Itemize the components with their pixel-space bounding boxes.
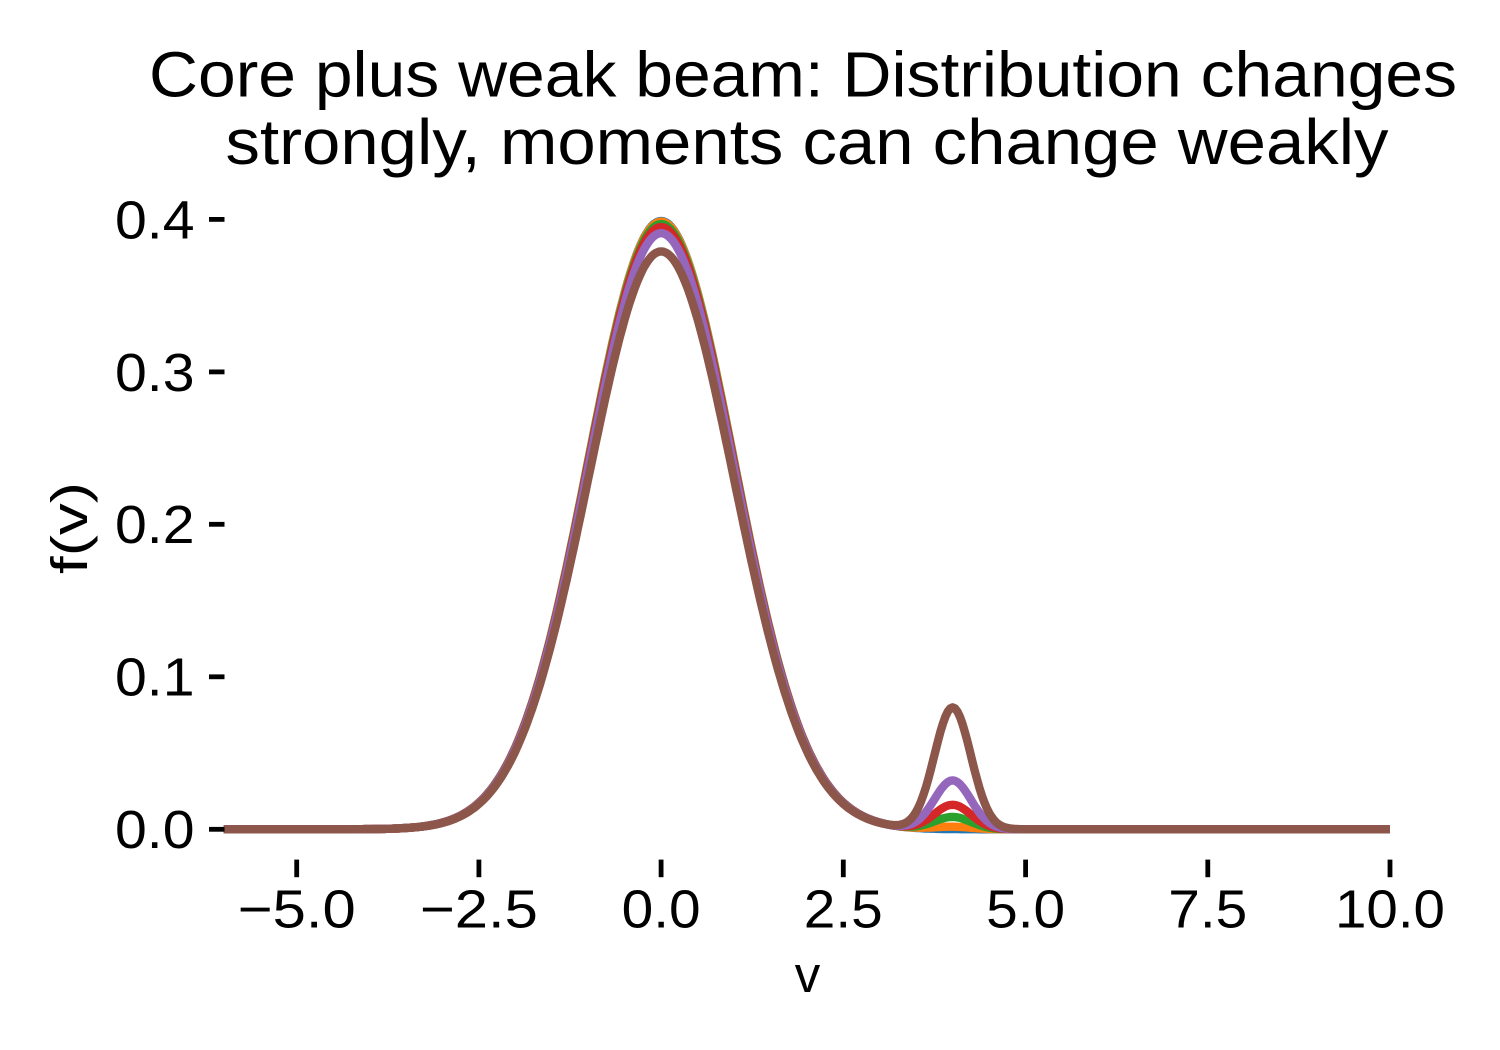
svg-text:0.0: 0.0 [622,880,701,940]
svg-text:−2.5: −2.5 [420,880,538,940]
svg-text:2.5: 2.5 [804,880,883,940]
svg-text:0.4: 0.4 [115,190,195,250]
svg-text:0.2: 0.2 [115,495,195,555]
svg-text:7.5: 7.5 [1168,880,1247,940]
svg-text:v: v [795,946,821,1003]
svg-text:0.1: 0.1 [115,648,195,708]
svg-text:−5.0: −5.0 [238,880,356,940]
svg-text:Core plus weak beam: Distribut: Core plus weak beam: Distribution change… [149,39,1457,111]
svg-text:f(v): f(v) [41,482,98,574]
svg-text:0.0: 0.0 [115,800,195,860]
svg-text:0.3: 0.3 [115,343,195,403]
svg-text:10.0: 10.0 [1335,880,1445,940]
svg-text:strongly, moments can change w: strongly, moments can change weakly [226,106,1389,178]
svg-text:5.0: 5.0 [986,880,1065,940]
